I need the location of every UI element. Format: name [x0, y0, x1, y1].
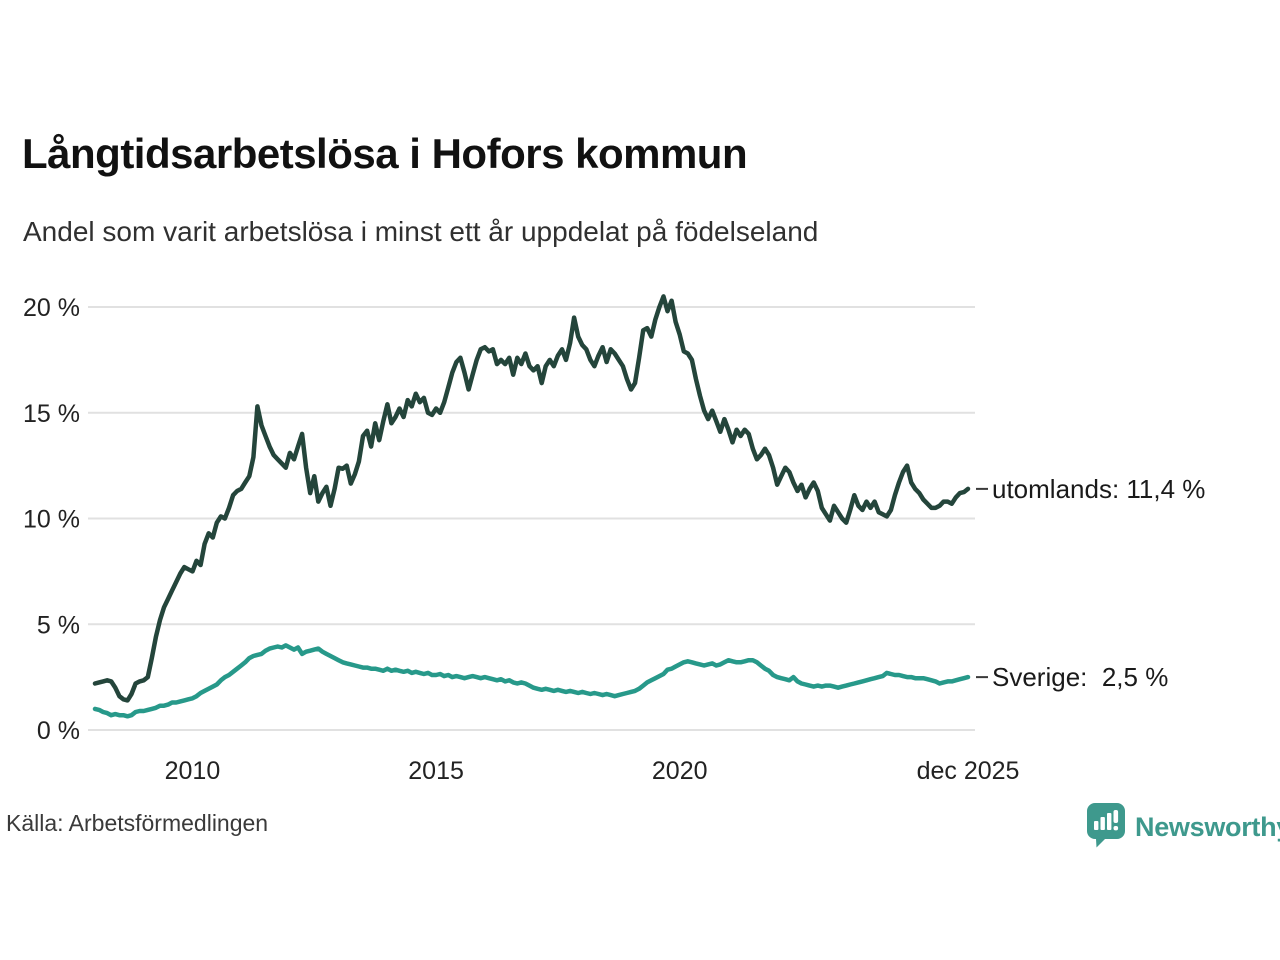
- y-tick-label: 5 %: [37, 611, 80, 639]
- end-label-utomlands: utomlands: 11,4 %: [992, 474, 1205, 504]
- x-tick-label: 2020: [652, 757, 708, 785]
- y-tick-label: 10 %: [23, 506, 80, 534]
- y-tick-label: 0 %: [37, 717, 80, 745]
- x-tick-label: 2015: [408, 757, 464, 785]
- series-line-Sverige: [92, 643, 971, 719]
- page-title: Långtidsarbetslösa i Hofors kommun: [22, 130, 748, 177]
- newsworthy-icon: [1086, 802, 1126, 853]
- page-subtitle: Andel som varit arbetslösa i minst ett å…: [23, 216, 819, 247]
- y-tick-label: 15 %: [23, 400, 80, 428]
- source-note: Källa: Arbetsförmedlingen: [6, 810, 269, 836]
- x-tick-label: dec 2025: [917, 757, 1020, 785]
- brand-name: Newsworthy: [1135, 812, 1280, 842]
- series-line-utomlands: [92, 294, 971, 703]
- x-tick-label: 2010: [165, 757, 221, 785]
- brand-logo: Newsworthy: [1086, 802, 1280, 853]
- y-tick-label: 20 %: [23, 294, 80, 322]
- end-label-Sverige: Sverige: 2,5 %: [992, 662, 1168, 692]
